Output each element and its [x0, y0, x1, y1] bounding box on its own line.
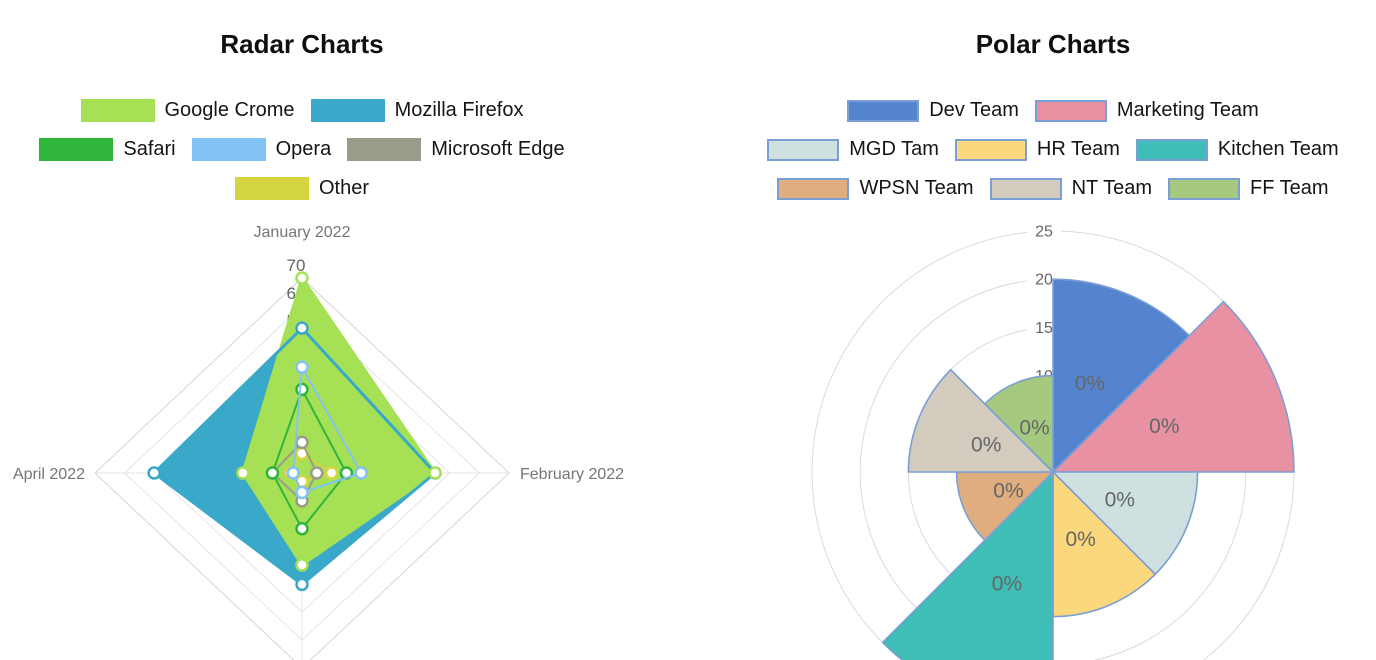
legend-label: Google Crome — [164, 99, 295, 121]
radar-point-google-crome[interactable] — [428, 466, 442, 480]
legend-row: WPSN Team NT Team FF Team — [753, 177, 1353, 200]
legend-item-opera[interactable]: Opera — [191, 138, 332, 161]
legend-row: Other — [2, 177, 602, 200]
polar-slice-value-label: 0% — [1019, 416, 1049, 439]
radar-point-microsoft-edge[interactable] — [295, 435, 309, 450]
legend-label: Marketing Team — [1116, 99, 1259, 121]
legend-row: MGD Tam HR Team Kitchen Team — [753, 138, 1353, 161]
legend-swatch — [1167, 177, 1240, 200]
legend-swatch — [777, 177, 850, 200]
polar-slice-value-label: 0% — [971, 433, 1001, 456]
polar-slice-value-label: 0% — [992, 572, 1022, 595]
legend-swatch — [847, 99, 920, 122]
legend-label: Safari — [123, 138, 176, 160]
radar-point-google-crome[interactable] — [236, 466, 250, 480]
radar-axis-label-april-2022: April 2022 — [13, 466, 85, 483]
radar-legend: Google Crome Mozilla Firefox Safari Opera Mi… — [2, 99, 602, 216]
polar-slice-value-label: 0% — [1105, 489, 1135, 512]
polar-slice-nt-team[interactable] — [907, 368, 1054, 473]
legend-label: MGD Tam — [849, 138, 939, 160]
polar-slice-marketing-team[interactable] — [1052, 300, 1295, 473]
radar-grid-ring — [94, 277, 510, 660]
legend-swatch — [954, 138, 1027, 161]
legend-swatch — [767, 138, 840, 161]
radar-point-other[interactable] — [324, 466, 339, 480]
legend-swatch — [80, 99, 155, 122]
legend-swatch — [989, 177, 1062, 200]
radar-point-safari[interactable] — [295, 382, 309, 397]
polar-slice-kitchen-team[interactable] — [881, 471, 1054, 660]
legend-swatch — [234, 177, 309, 200]
legend-label: NT Team — [1071, 177, 1152, 199]
polar-slice-value-label: 0% — [1149, 415, 1179, 438]
polar-tick-backdrop — [1027, 222, 1061, 240]
legend-swatch — [1135, 138, 1208, 161]
legend-label: Dev Team — [929, 99, 1019, 121]
legend-item-dev-team[interactable]: Dev Team — [847, 99, 1019, 122]
radar-point-mozilla-firefox[interactable] — [295, 321, 309, 335]
legend-row: Dev Team Marketing Team — [753, 99, 1353, 122]
radar-point-google-crome[interactable] — [295, 558, 309, 572]
legend-label: Kitchen Team — [1217, 138, 1339, 160]
radar-point-mozilla-firefox[interactable] — [147, 466, 161, 480]
radar-axis-label-february-2022: February 2022 — [520, 466, 624, 483]
polar-chart-title: Polar Charts — [975, 29, 1131, 59]
legend-swatch — [347, 138, 422, 161]
legend-item-google-crome[interactable]: Google Crome — [80, 99, 295, 122]
legend-row: Google Crome Mozilla Firefox — [2, 99, 602, 122]
legend-swatch — [39, 138, 114, 161]
radar-series-fill-google-crome[interactable] — [242, 278, 436, 565]
polar-tick-label: 25 — [1035, 224, 1053, 241]
polar-tick-label: 15 — [1035, 320, 1053, 337]
legend-item-mozilla-firefox[interactable]: Mozilla Firefox — [310, 99, 524, 122]
legend-swatch — [191, 138, 266, 161]
polar-slice-wpsn-team[interactable] — [955, 471, 1054, 541]
legend-item-mgd-tam[interactable]: MGD Tam — [767, 138, 939, 161]
legend-item-ff-team[interactable]: FF Team — [1167, 177, 1329, 200]
polar-slice-dev-team[interactable] — [1052, 278, 1191, 473]
polar-slice-ff-team[interactable] — [984, 374, 1054, 473]
legend-item-wpsn-team[interactable]: WPSN Team — [777, 177, 974, 200]
radar-axis-label-january-2022: January 2022 — [254, 224, 351, 241]
polar-slice-value-label: 0% — [1075, 372, 1105, 395]
legend-item-kitchen-team[interactable]: Kitchen Team — [1135, 138, 1339, 161]
polar-tick-label: 20 — [1035, 272, 1053, 289]
radar-point-opera[interactable] — [286, 466, 300, 480]
legend-item-hr-team[interactable]: HR Team — [954, 138, 1120, 161]
legend-row: Safari Opera Microsoft Edge — [2, 138, 602, 161]
legend-label: HR Team — [1036, 138, 1120, 160]
polar-legend: Dev Team Marketing Team MGD Tam HR Team Kitc… — [753, 99, 1353, 216]
polar-slice-value-label: 0% — [993, 479, 1023, 502]
legend-item-other[interactable]: Other — [234, 177, 370, 200]
legend-label: WPSN Team — [859, 177, 974, 199]
radar-point-safari[interactable] — [295, 521, 309, 536]
polar-slice-mgd-tam[interactable] — [1052, 471, 1199, 576]
radar-tick-label: 70 — [287, 256, 306, 275]
legend-item-marketing-team[interactable]: Marketing Team — [1034, 99, 1259, 122]
radar-point-opera[interactable] — [354, 466, 368, 480]
radar-point-opera[interactable] — [295, 360, 309, 374]
legend-label: Other — [318, 177, 370, 199]
radar-point-google-crome[interactable] — [295, 271, 309, 285]
polar-slice-hr-team[interactable] — [1052, 471, 1157, 618]
legend-item-nt-team[interactable]: NT Team — [989, 177, 1152, 200]
radar-point-opera[interactable] — [295, 485, 309, 500]
radar-point-microsoft-edge[interactable] — [310, 466, 324, 480]
radar-point-safari[interactable] — [265, 466, 280, 480]
legend-item-microsoft-edge[interactable]: Microsoft Edge — [347, 138, 565, 161]
legend-label: Mozilla Firefox — [394, 99, 524, 121]
legend-swatch — [310, 99, 385, 122]
legend-label: Opera — [275, 138, 332, 160]
legend-swatch — [1034, 99, 1107, 122]
legend-label: FF Team — [1249, 177, 1329, 199]
legend-label: Microsoft Edge — [431, 138, 565, 160]
polar-slice-value-label: 0% — [1065, 528, 1095, 551]
radar-point-mozilla-firefox[interactable] — [295, 577, 309, 592]
radar-chart-title: Radar Charts — [220, 29, 384, 59]
legend-item-safari[interactable]: Safari — [39, 138, 176, 161]
